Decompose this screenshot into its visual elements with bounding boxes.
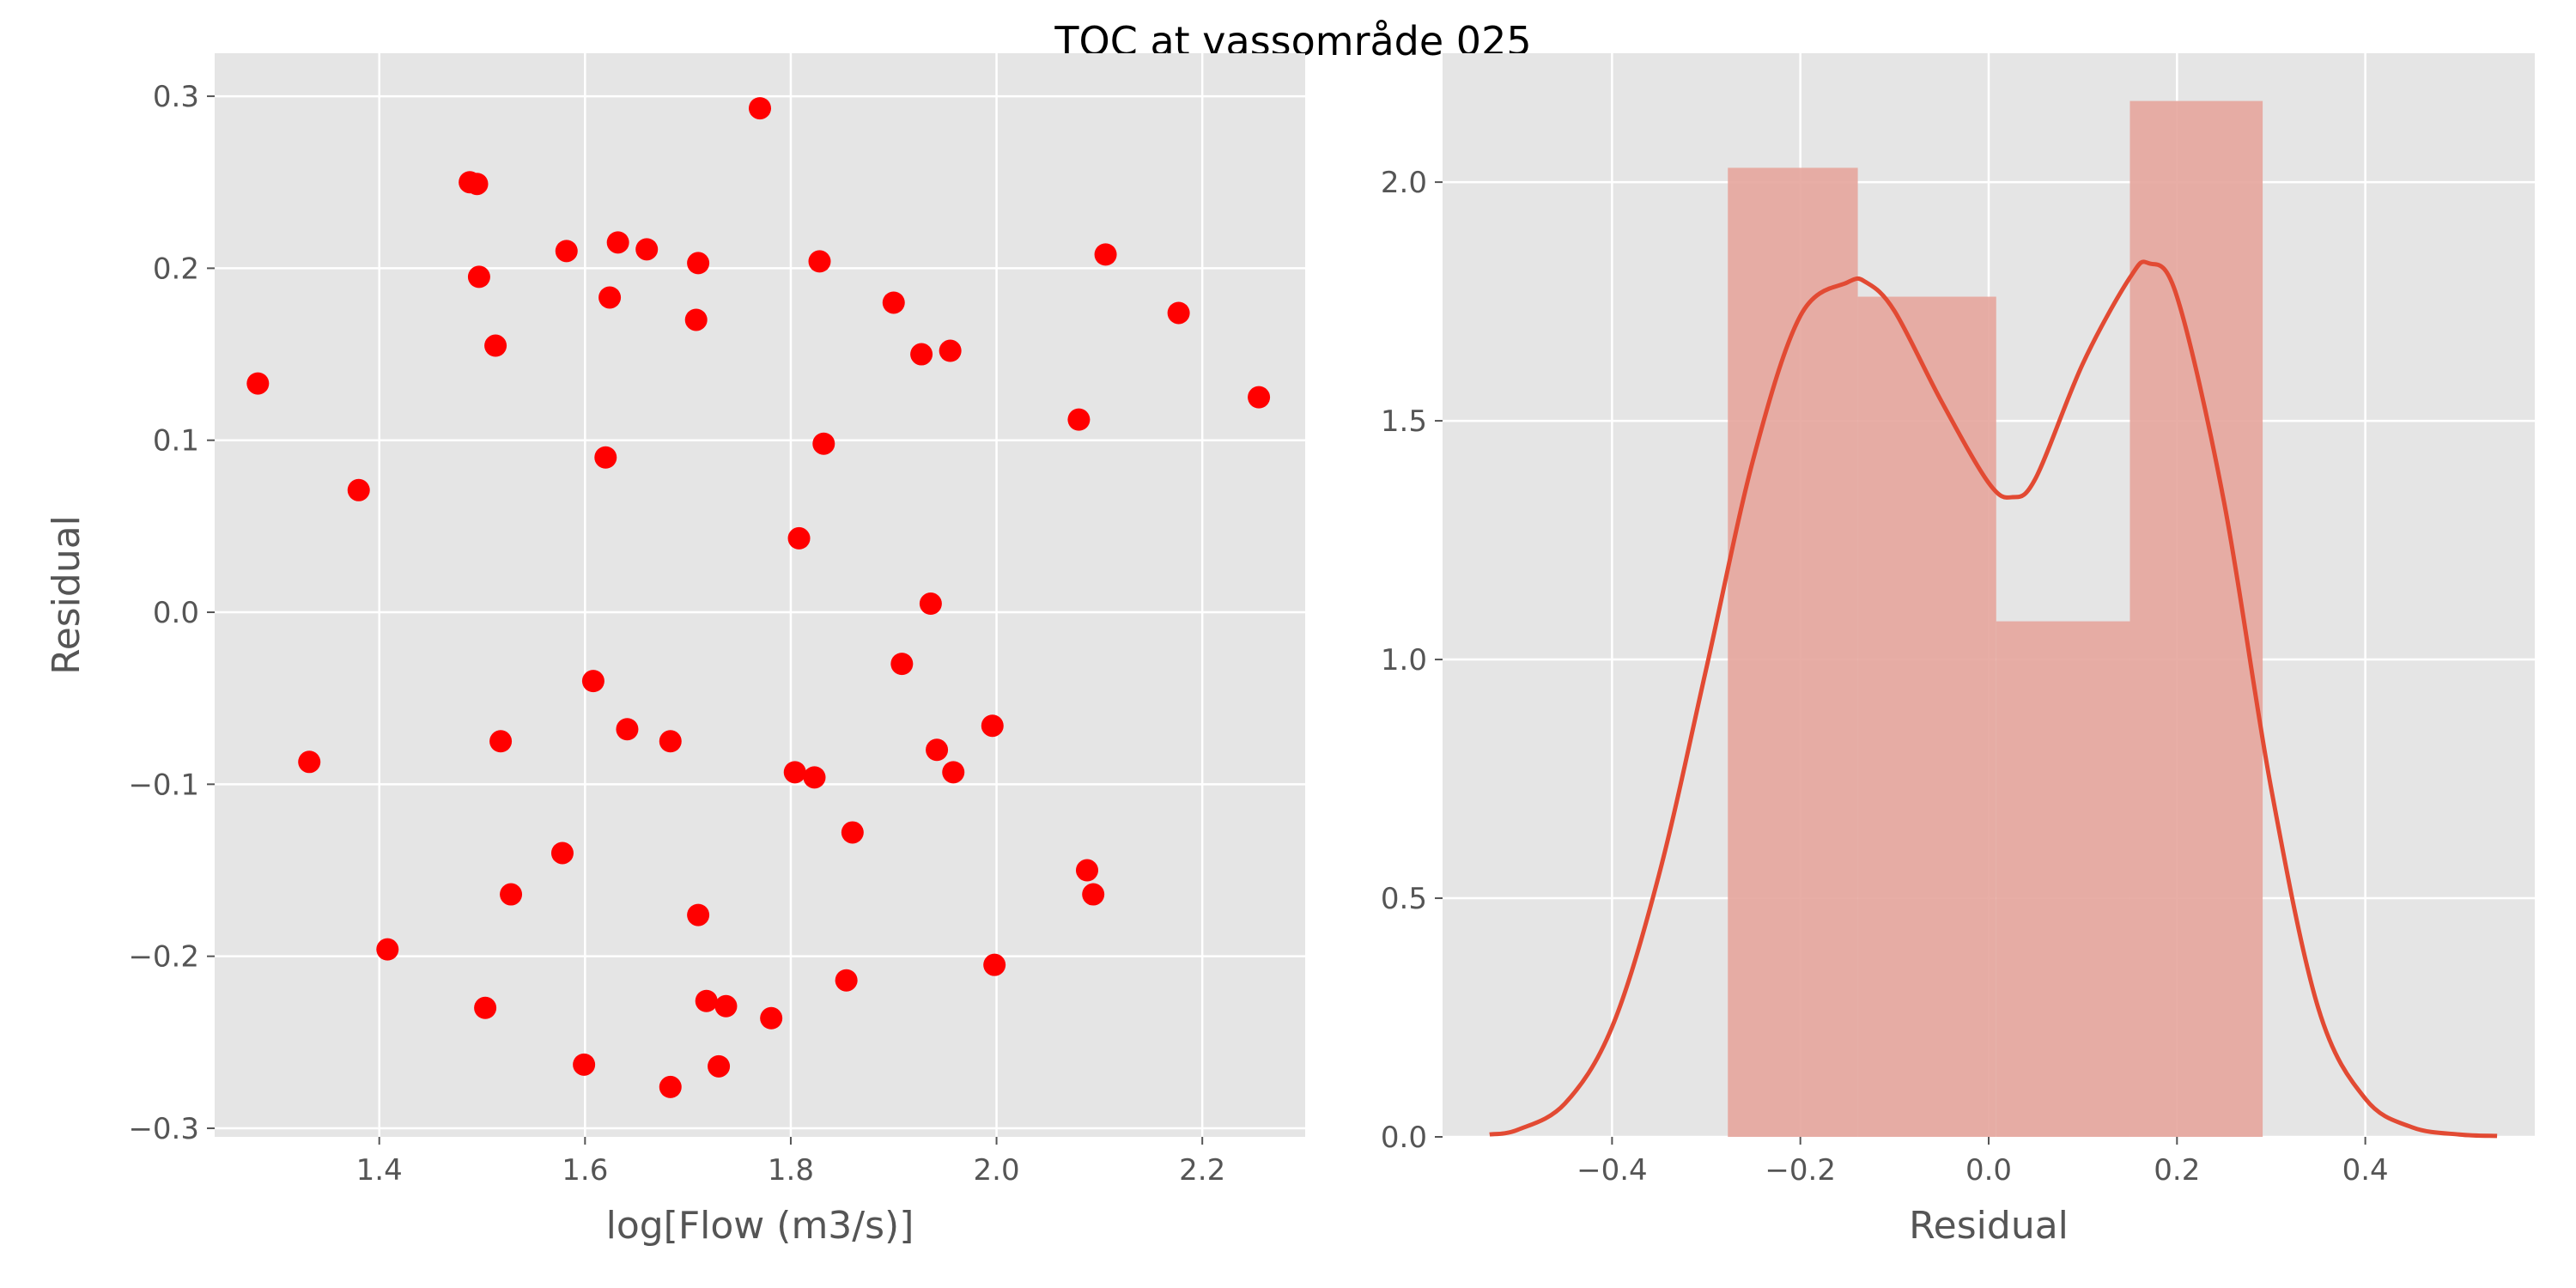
scatter-point — [939, 339, 962, 362]
x-tick-label: 1.8 — [768, 1153, 814, 1188]
scatter-point — [695, 989, 718, 1012]
scatter-point — [500, 883, 523, 906]
y-tick-label: 1.5 — [1381, 404, 1427, 439]
scatter-point — [981, 714, 1004, 738]
scatter-point — [708, 1054, 731, 1078]
scatter-point — [926, 738, 949, 762]
scatter-point — [687, 903, 710, 927]
scatter-point — [787, 526, 811, 550]
scatter-point — [489, 730, 513, 753]
scatter-point — [1067, 408, 1091, 431]
scatter-point — [835, 969, 858, 992]
scatter-y-ticks: −0.3 −0.2 −0.1 0.0 0.1 0.2 0.3 — [128, 80, 215, 1146]
scatter-x-ticks: 1.4 1.6 1.8 2.0 2.2 — [356, 1137, 1225, 1188]
histogram-panel: −0.4 −0.2 0.0 0.2 0.4 0.0 0.5 1.0 1.5 2.0 Residu… — [1381, 53, 2535, 1248]
scatter-point — [347, 478, 370, 501]
x-tick-label: −0.4 — [1577, 1153, 1648, 1188]
scatter-point — [550, 841, 574, 865]
scatter-point — [841, 821, 864, 844]
y-tick-label: −0.2 — [128, 940, 199, 975]
histogram-x-ticks: −0.4 −0.2 0.0 0.2 0.4 — [1577, 1137, 2389, 1188]
histogram-bar — [1996, 621, 2130, 1137]
scatter-x-axis-label: log[Flow (m3/s)] — [606, 1204, 914, 1248]
y-tick-label: 0.0 — [153, 596, 199, 630]
scatter-point — [808, 250, 831, 273]
scatter-point — [467, 265, 490, 289]
x-tick-label: 2.2 — [1179, 1153, 1225, 1188]
scatter-point — [942, 761, 965, 784]
scatter-point — [812, 432, 835, 455]
scatter-points — [246, 97, 1271, 1098]
x-tick-label: 0.4 — [2342, 1153, 2389, 1188]
scatter-point — [1076, 859, 1098, 882]
y-tick-label: 2.0 — [1381, 166, 1427, 200]
scatter-point — [635, 238, 659, 261]
scatter-point — [606, 231, 629, 254]
scatter-point — [598, 286, 622, 309]
histogram-bar — [1728, 167, 1858, 1138]
scatter-point — [1094, 243, 1117, 266]
scatter-point — [465, 173, 489, 196]
scatter-point — [882, 291, 905, 314]
scatter-point — [760, 1006, 783, 1030]
scatter-point — [555, 240, 578, 263]
scatter-point — [659, 730, 682, 753]
y-tick-label: 1.0 — [1381, 643, 1427, 677]
scatter-point — [890, 653, 914, 676]
scatter-point — [484, 334, 507, 357]
y-tick-label: −0.1 — [128, 768, 199, 802]
scatter-point — [581, 670, 605, 693]
scatter-point — [919, 592, 942, 616]
histogram-x-axis-label: Residual — [1909, 1204, 2069, 1248]
scatter-point — [376, 938, 399, 961]
scatter-point — [616, 718, 639, 741]
scatter-point — [910, 343, 933, 366]
histogram-bar — [2129, 100, 2263, 1137]
scatter-point — [714, 994, 738, 1018]
x-tick-label: −0.2 — [1765, 1153, 1836, 1188]
scatter-point — [659, 1075, 682, 1098]
x-tick-label: 1.6 — [562, 1153, 608, 1188]
scatter-point — [298, 750, 321, 774]
scatter-point — [803, 766, 826, 789]
x-tick-label: 1.4 — [356, 1153, 403, 1188]
scatter-point — [687, 252, 710, 275]
x-tick-label: 0.2 — [2154, 1153, 2200, 1188]
y-tick-label: −0.3 — [128, 1112, 199, 1146]
histogram-y-ticks: 0.0 0.5 1.0 1.5 2.0 — [1381, 166, 1443, 1155]
y-tick-label: 0.1 — [153, 424, 199, 459]
scatter-point — [1167, 301, 1190, 325]
scatter-point — [246, 372, 270, 395]
x-tick-label: 2.0 — [974, 1153, 1020, 1188]
y-tick-label: 0.2 — [153, 252, 199, 286]
scatter-y-axis-label: Residual — [45, 515, 88, 675]
y-tick-label: 0.5 — [1381, 882, 1427, 916]
scatter-panel: 1.4 1.6 1.8 2.0 2.2 −0.3 −0.2 −0.1 0.0 0.1 0.2 0.3… — [45, 53, 1305, 1248]
scatter-point — [684, 308, 708, 331]
scatter-point — [783, 761, 806, 784]
y-tick-label: 0.3 — [153, 80, 199, 114]
scatter-point — [573, 1053, 596, 1076]
scatter-point — [1082, 883, 1105, 906]
y-tick-label: 0.0 — [1381, 1121, 1427, 1155]
histogram-bars — [1728, 100, 2263, 1138]
x-tick-label: 0.0 — [1965, 1153, 2012, 1188]
scatter-point — [983, 953, 1006, 976]
scatter-point — [749, 97, 771, 120]
scatter-point — [474, 996, 497, 1019]
histogram-bar — [1857, 296, 1996, 1137]
kde-curve — [1489, 259, 2498, 1139]
scatter-point — [1248, 386, 1271, 409]
scatter-point — [594, 446, 617, 469]
